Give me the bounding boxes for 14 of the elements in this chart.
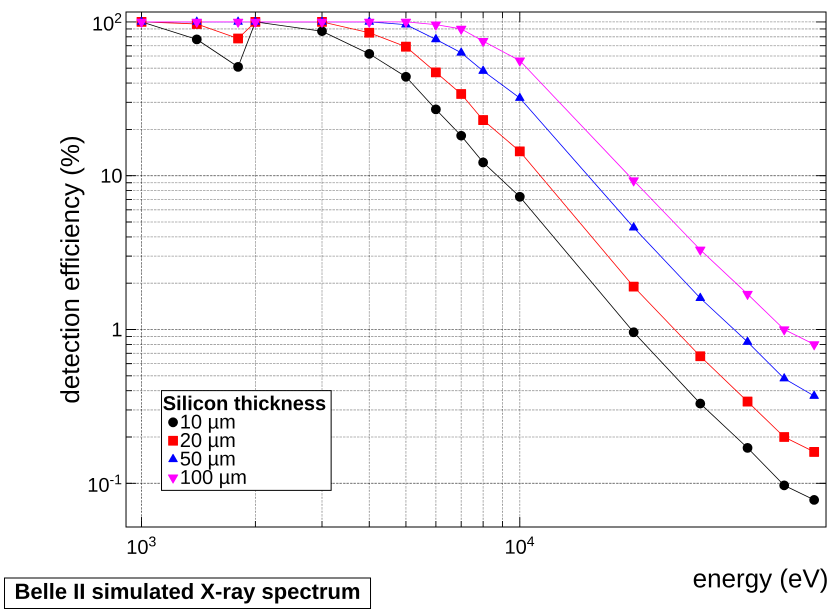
x-tick-label: 10$^{3}$ (128, 536, 156, 554)
legend-title: Silicon thickness (163, 396, 326, 410)
x-axis-title: energy (eV) (694, 568, 827, 593)
y-axis-title: detection efficiency (%) (60, 137, 84, 403)
legend-label: 10 µm (181, 414, 234, 433)
y-tick-label: 10$^{-1}$ (88, 474, 122, 492)
y-tick-label: 1 (112, 322, 122, 336)
text: Belle II simulated X-ray spectrum (16, 582, 360, 604)
x-tick-label: 10$^{4}$ (506, 536, 534, 554)
y-tick-label: 10$^{2}$ (93, 13, 122, 31)
legend-label: 20 µm (180, 433, 234, 452)
legend-label: 50 µm (180, 452, 234, 470)
y-tick-label: 10 (102, 168, 122, 183)
legend-label: 100 µm (181, 470, 246, 488)
